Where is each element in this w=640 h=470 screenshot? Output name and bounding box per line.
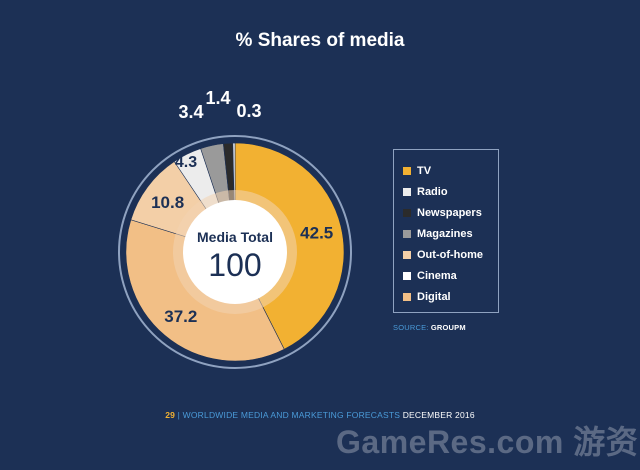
legend-item-radio: Radio (403, 181, 498, 202)
legend-item-tv: TV (403, 160, 498, 181)
legend-label-digital: Digital (417, 290, 451, 303)
chart-legend: TV Radio Newspapers Magazines Out-of-home Cin… (393, 149, 499, 313)
page-footer: 29 | WORLDWIDE MEDIA AND MARKETING FOREC… (0, 410, 640, 420)
legend-swatch-cinema (403, 271, 411, 280)
legend-swatch-radio (403, 187, 411, 196)
legend-label-out-of-home: Out-of-home (417, 248, 483, 261)
legend-label-cinema: Cinema (417, 269, 457, 282)
slice-label-radio: 4.3 (175, 154, 197, 171)
center-label: Media Total (197, 229, 273, 245)
legend-swatch-tv (403, 166, 411, 175)
source-name: GROUPM (430, 323, 466, 332)
footer-separator: | (177, 410, 181, 420)
legend-item-magazines: Magazines (403, 223, 498, 244)
slice-label-out-of-home: 10.8 (151, 193, 184, 212)
slice-label-digital: 37.2 (164, 307, 197, 326)
chart-title: % Shares of media (235, 30, 405, 51)
center-disc (183, 200, 287, 304)
center-value: 100 (208, 247, 261, 283)
legend-swatch-out-of-home (403, 250, 411, 259)
legend-label-magazines: Magazines (417, 227, 473, 240)
source-note: SOURCE: GROUPM (393, 323, 466, 332)
legend-swatch-newspapers (403, 208, 411, 217)
chart-outer-ring (118, 135, 352, 369)
watermark: GameRes.com 游资网 (336, 424, 640, 460)
legend-swatch-digital (403, 292, 411, 301)
legend-item-newspapers: Newspapers (403, 202, 498, 223)
legend-label-newspapers: Newspapers (417, 206, 482, 219)
legend-swatch-magazines (403, 229, 411, 238)
legend-label-tv: TV (417, 164, 432, 177)
slice-label-tv: 42.5 (300, 223, 333, 242)
source-prefix: SOURCE: (393, 323, 429, 332)
pie-slice-cinema (232, 142, 236, 253)
footer-publication: WORLDWIDE MEDIA AND MARKETING FORECASTS (182, 410, 401, 420)
slice-value-labels: 42.5 37.2 10.8 4.3 3.41.4 0.3 (151, 88, 333, 326)
slice-label-cinema: 0.3 (236, 101, 261, 121)
legend-item-cinema: Cinema (403, 265, 498, 286)
slice-label-magazines: 3.4 (178, 102, 203, 122)
legend-item-digital: Digital (403, 286, 498, 307)
legend-label-radio: Radio (417, 185, 448, 198)
legend-item-out-of-home: Out-of-home (403, 244, 498, 265)
page-number: 29 (165, 410, 176, 420)
slice-label-newspapers: 1.4 (205, 88, 230, 108)
footer-date: DECEMBER 2016 (402, 410, 475, 420)
